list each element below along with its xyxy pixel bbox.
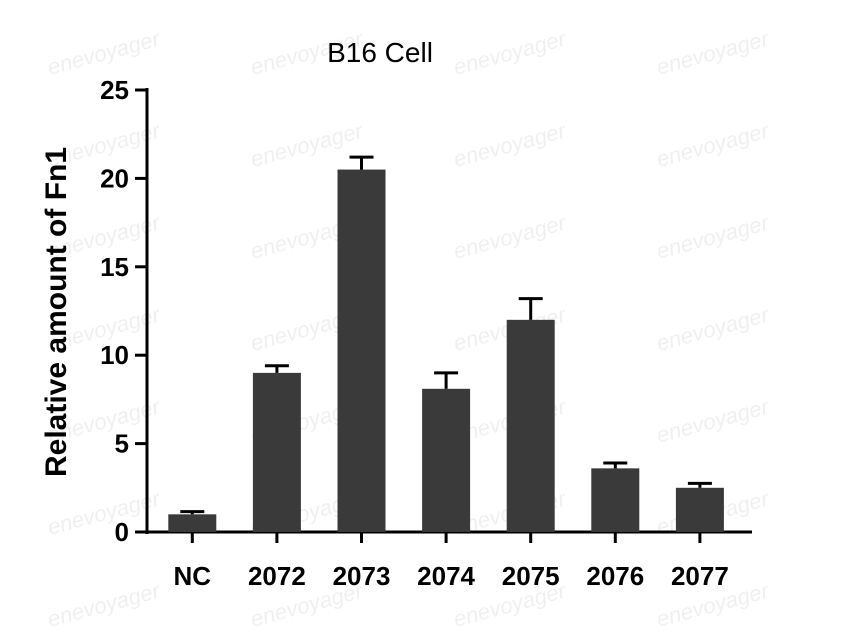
y-tick-label: 0: [115, 517, 129, 547]
y-tick-label: 20: [100, 163, 129, 193]
watermark-text: enevoyager: [45, 577, 164, 631]
y-tick-label: 10: [100, 340, 129, 370]
watermark-text: enevoyager: [451, 209, 570, 263]
x-tick-label: 2076: [586, 561, 644, 591]
bar: [252, 372, 301, 532]
y-axis-label: Relative amount of Fn1: [40, 147, 73, 477]
watermark-text: enevoyager: [248, 117, 367, 171]
error-bars: [180, 155, 712, 515]
watermark-text: enevoyager: [654, 393, 773, 447]
x-tick-label: 2072: [248, 561, 306, 591]
y-tick-label: 5: [115, 429, 129, 459]
bars: [168, 169, 724, 532]
bar: [506, 319, 555, 532]
x-tick-label: NC: [174, 561, 212, 591]
y-ticks: 0 5 10 15 20 25: [100, 75, 147, 547]
watermark-text: enevoyager: [654, 209, 773, 263]
watermark-text: enevoyager: [45, 25, 164, 79]
watermark-text: enevoyager: [654, 301, 773, 355]
watermark-text: enevoyager: [654, 25, 773, 79]
bar: [337, 169, 386, 532]
x-tick-label: 2075: [502, 561, 560, 591]
bar: [168, 514, 217, 532]
watermark-text: enevoyager: [654, 117, 773, 171]
x-tick-label: 2073: [333, 561, 391, 591]
watermark-text: enevoyager: [451, 117, 570, 171]
y-tick-label: 25: [100, 75, 129, 105]
bar: [591, 468, 640, 532]
watermark-layer: enevoyager enevoyager enevoyager enevoyager…: [45, 25, 773, 631]
bar: [422, 388, 471, 532]
bar: [675, 487, 724, 532]
x-tick-label: 2074: [417, 561, 475, 591]
x-tick-label: 2077: [671, 561, 729, 591]
y-tick-label: 15: [100, 252, 129, 282]
x-ticks: NC 2072 2073 2074 2075 2076 2077: [174, 532, 729, 591]
chart-title: B16 Cell: [327, 37, 433, 68]
watermark-text: enevoyager: [451, 25, 570, 79]
